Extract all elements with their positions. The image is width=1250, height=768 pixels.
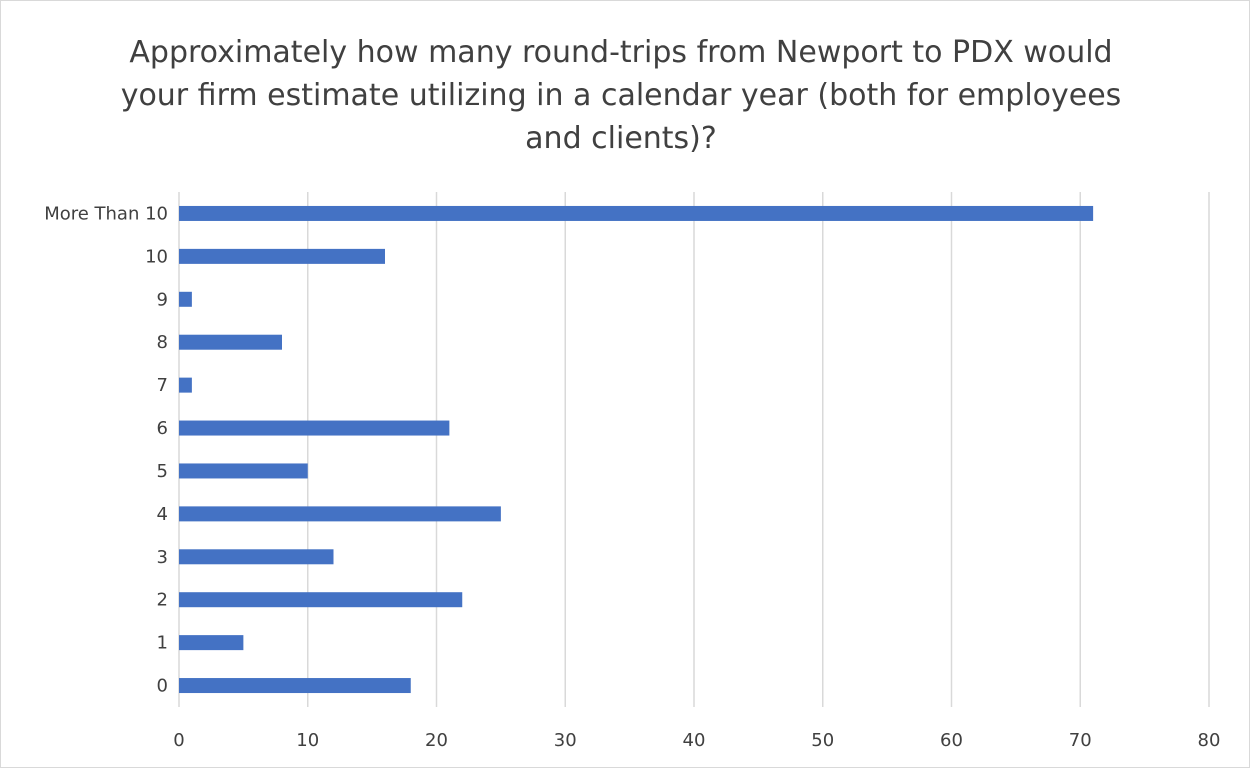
category-label: 10 [145,246,168,267]
chart-title: Approximately how many round-trips from … [120,35,1122,156]
x-tick-label: 50 [811,730,834,751]
category-label: 9 [157,289,168,310]
x-tick-label: 10 [296,730,319,751]
x-tick-label: 20 [425,730,448,751]
category-label: 2 [157,590,168,611]
x-tick-label: 0 [173,730,184,751]
category-label: 7 [157,375,168,396]
category-label: 6 [157,418,168,439]
bar-0 [179,678,411,694]
bars [179,205,1094,694]
x-tick-label: 70 [1069,730,1092,751]
bar-8 [179,334,282,350]
gridlines [178,192,1210,707]
bar-9 [179,291,192,307]
x-tick-label: 80 [1198,730,1221,751]
bar-6 [179,420,450,436]
bar-1 [179,635,244,651]
bar-5 [179,463,308,479]
category-label: 8 [157,332,168,353]
bar-3 [179,549,334,565]
bar-4 [179,506,501,522]
value-tick-labels: 0 10 20 30 40 50 60 70 80 [173,730,1220,751]
category-labels: 0 1 2 3 4 5 6 7 8 9 10 More Than 10 [44,203,168,696]
category-label: 0 [157,676,168,697]
bar-2 [179,592,463,608]
x-tick-label: 40 [683,730,706,751]
category-label: More Than 10 [44,203,168,224]
category-label: 5 [157,461,168,482]
x-tick-label: 60 [940,730,963,751]
category-label: 1 [157,633,168,654]
bar-7 [179,377,192,393]
bar-10 [179,248,385,264]
category-label: 3 [157,547,168,568]
bar-more-than-10 [179,205,1094,221]
x-tick-label: 30 [554,730,577,751]
category-label: 4 [157,504,168,525]
